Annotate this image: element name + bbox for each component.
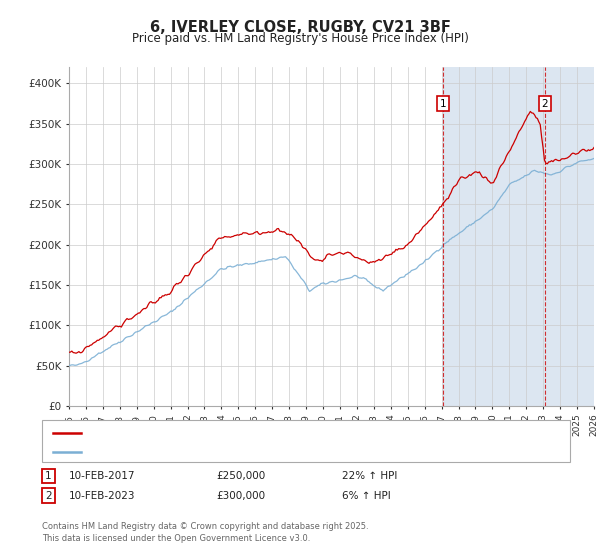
Text: HPI: Average price, semi-detached house, Rugby: HPI: Average price, semi-detached house,… (87, 446, 330, 456)
Text: 2: 2 (542, 99, 548, 109)
Text: £250,000: £250,000 (216, 471, 265, 481)
Text: 2: 2 (45, 491, 52, 501)
Text: 10-FEB-2017: 10-FEB-2017 (69, 471, 136, 481)
Text: 1: 1 (45, 471, 52, 481)
Text: Contains HM Land Registry data © Crown copyright and database right 2025.
This d: Contains HM Land Registry data © Crown c… (42, 522, 368, 543)
Text: 10-FEB-2023: 10-FEB-2023 (69, 491, 136, 501)
Bar (443, 67, 594, 406)
Text: £300,000: £300,000 (216, 491, 265, 501)
Text: 6% ↑ HPI: 6% ↑ HPI (342, 491, 391, 501)
Text: Price paid vs. HM Land Registry's House Price Index (HPI): Price paid vs. HM Land Registry's House … (131, 32, 469, 45)
Text: 6, IVERLEY CLOSE, RUGBY, CV21 3BF (semi-detached house): 6, IVERLEY CLOSE, RUGBY, CV21 3BF (semi-… (87, 428, 389, 438)
Bar (577, 67, 594, 406)
Text: 1: 1 (440, 99, 446, 109)
Text: 6, IVERLEY CLOSE, RUGBY, CV21 3BF: 6, IVERLEY CLOSE, RUGBY, CV21 3BF (149, 20, 451, 35)
Text: 22% ↑ HPI: 22% ↑ HPI (342, 471, 397, 481)
